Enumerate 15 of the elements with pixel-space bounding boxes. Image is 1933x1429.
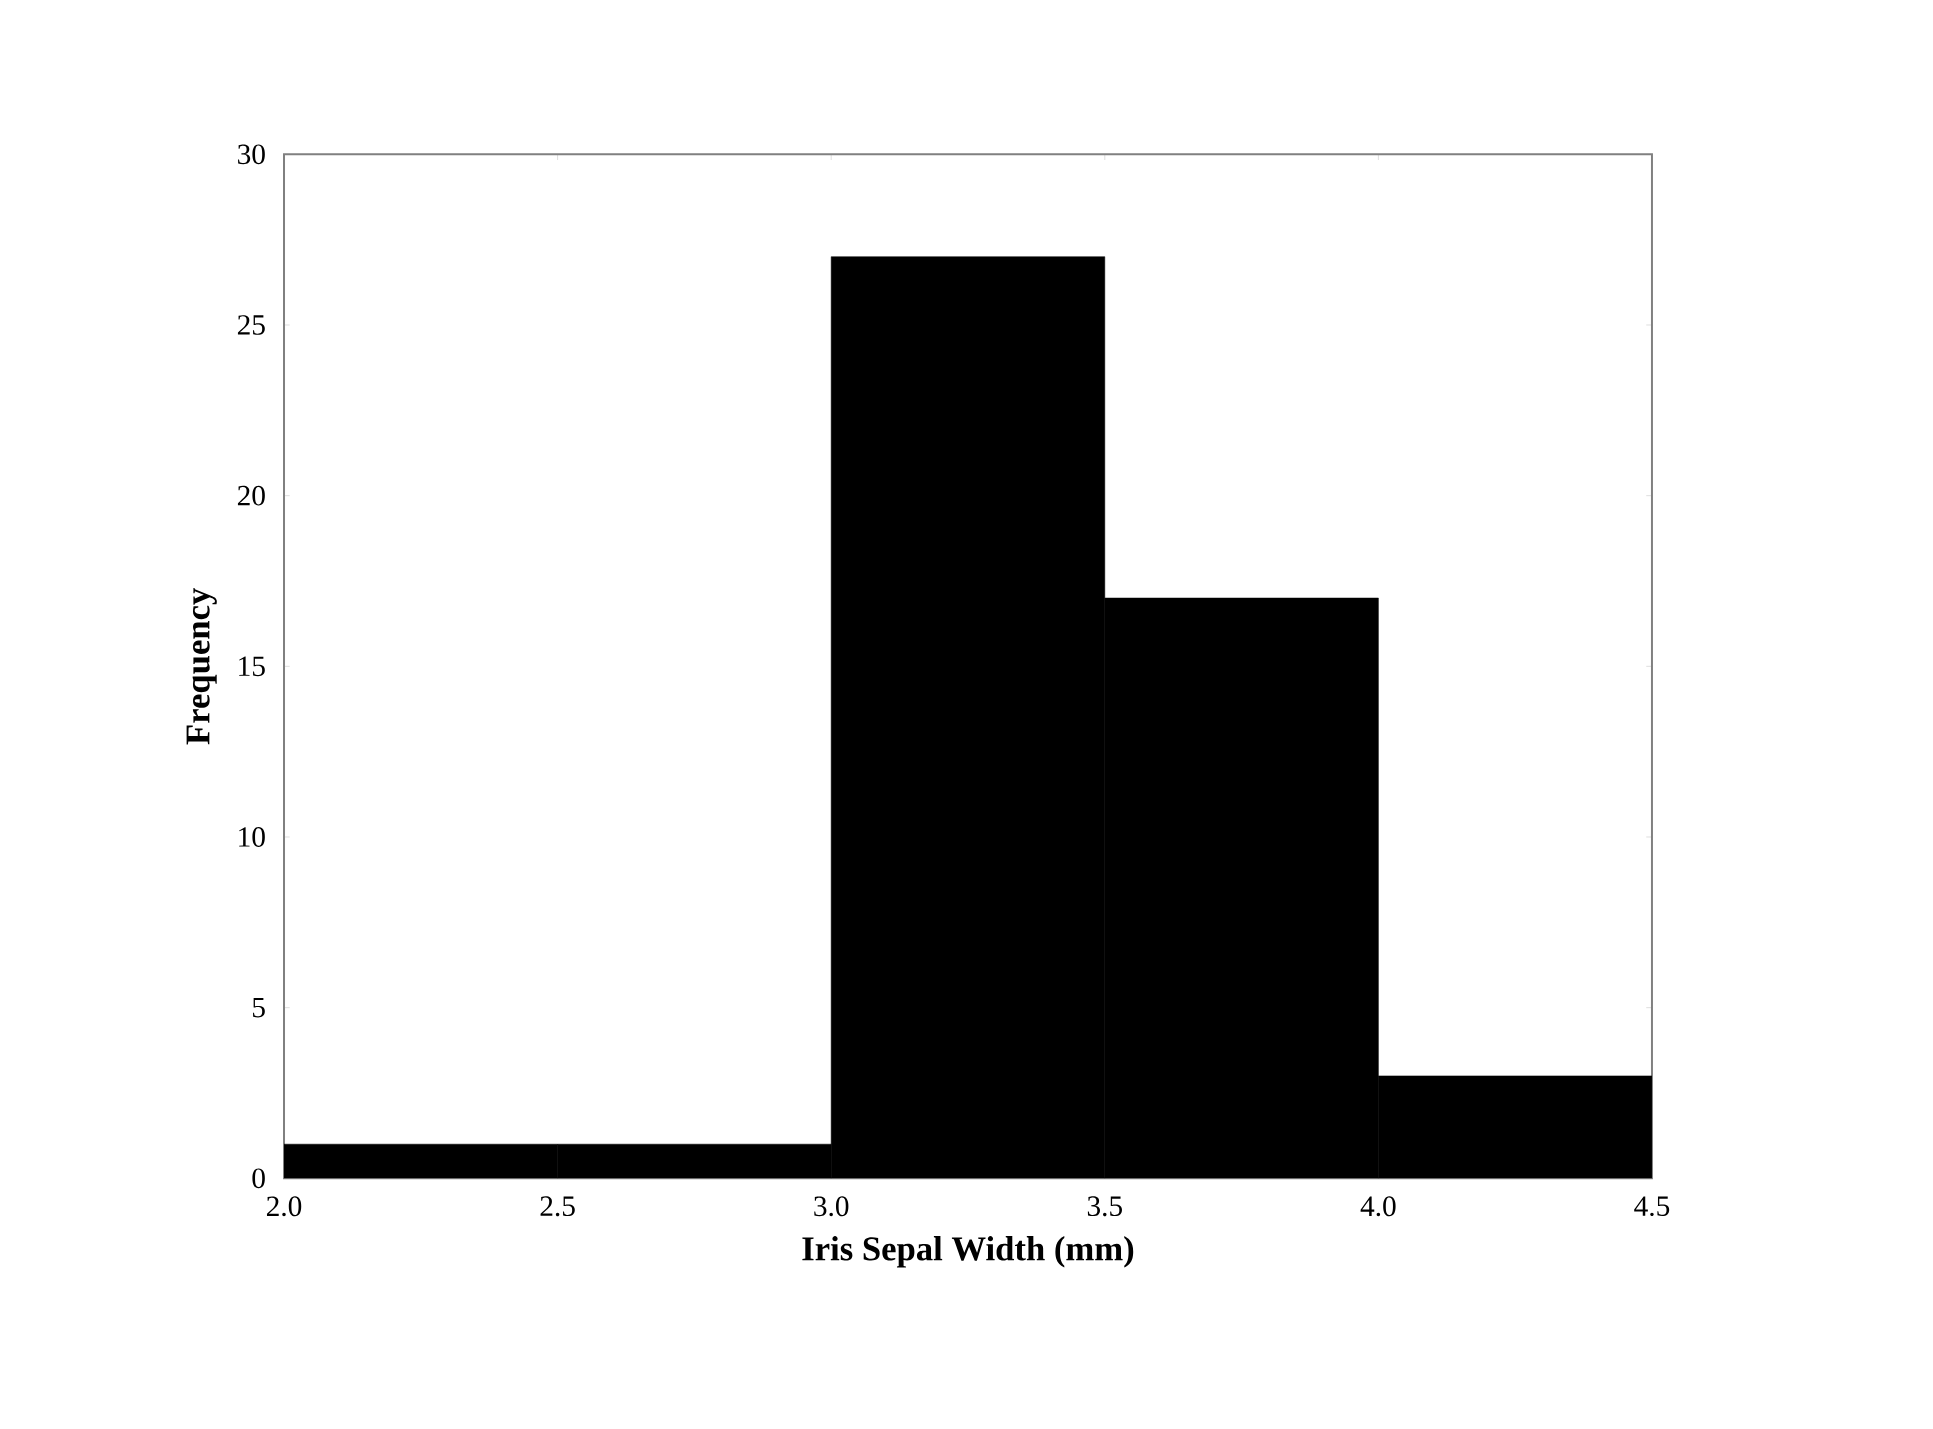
y-tick-label: 20 xyxy=(237,485,265,506)
y-tick-label: 25 xyxy=(237,315,265,335)
x-tick-label: 4.5 xyxy=(1634,1196,1670,1217)
x-tick-label: 2.5 xyxy=(540,1196,575,1217)
y-tick-label: 10 xyxy=(239,827,265,847)
y-axis-title: Frequency xyxy=(186,588,217,745)
y-tick-label: 30 xyxy=(238,144,265,165)
y-tick-label: 0 xyxy=(252,1168,265,1189)
x-tick-label: 3.0 xyxy=(814,1196,849,1217)
x-tick-label: 4.0 xyxy=(1360,1196,1396,1217)
x-tick-label: 2.0 xyxy=(266,1196,302,1217)
x-tick-label: 3.5 xyxy=(1087,1196,1122,1217)
x-axis-title: Iris Sepal Width (mm) xyxy=(802,1236,1134,1268)
y-tick-label: 15 xyxy=(239,656,265,677)
y-tick-label: 5 xyxy=(253,997,265,1018)
